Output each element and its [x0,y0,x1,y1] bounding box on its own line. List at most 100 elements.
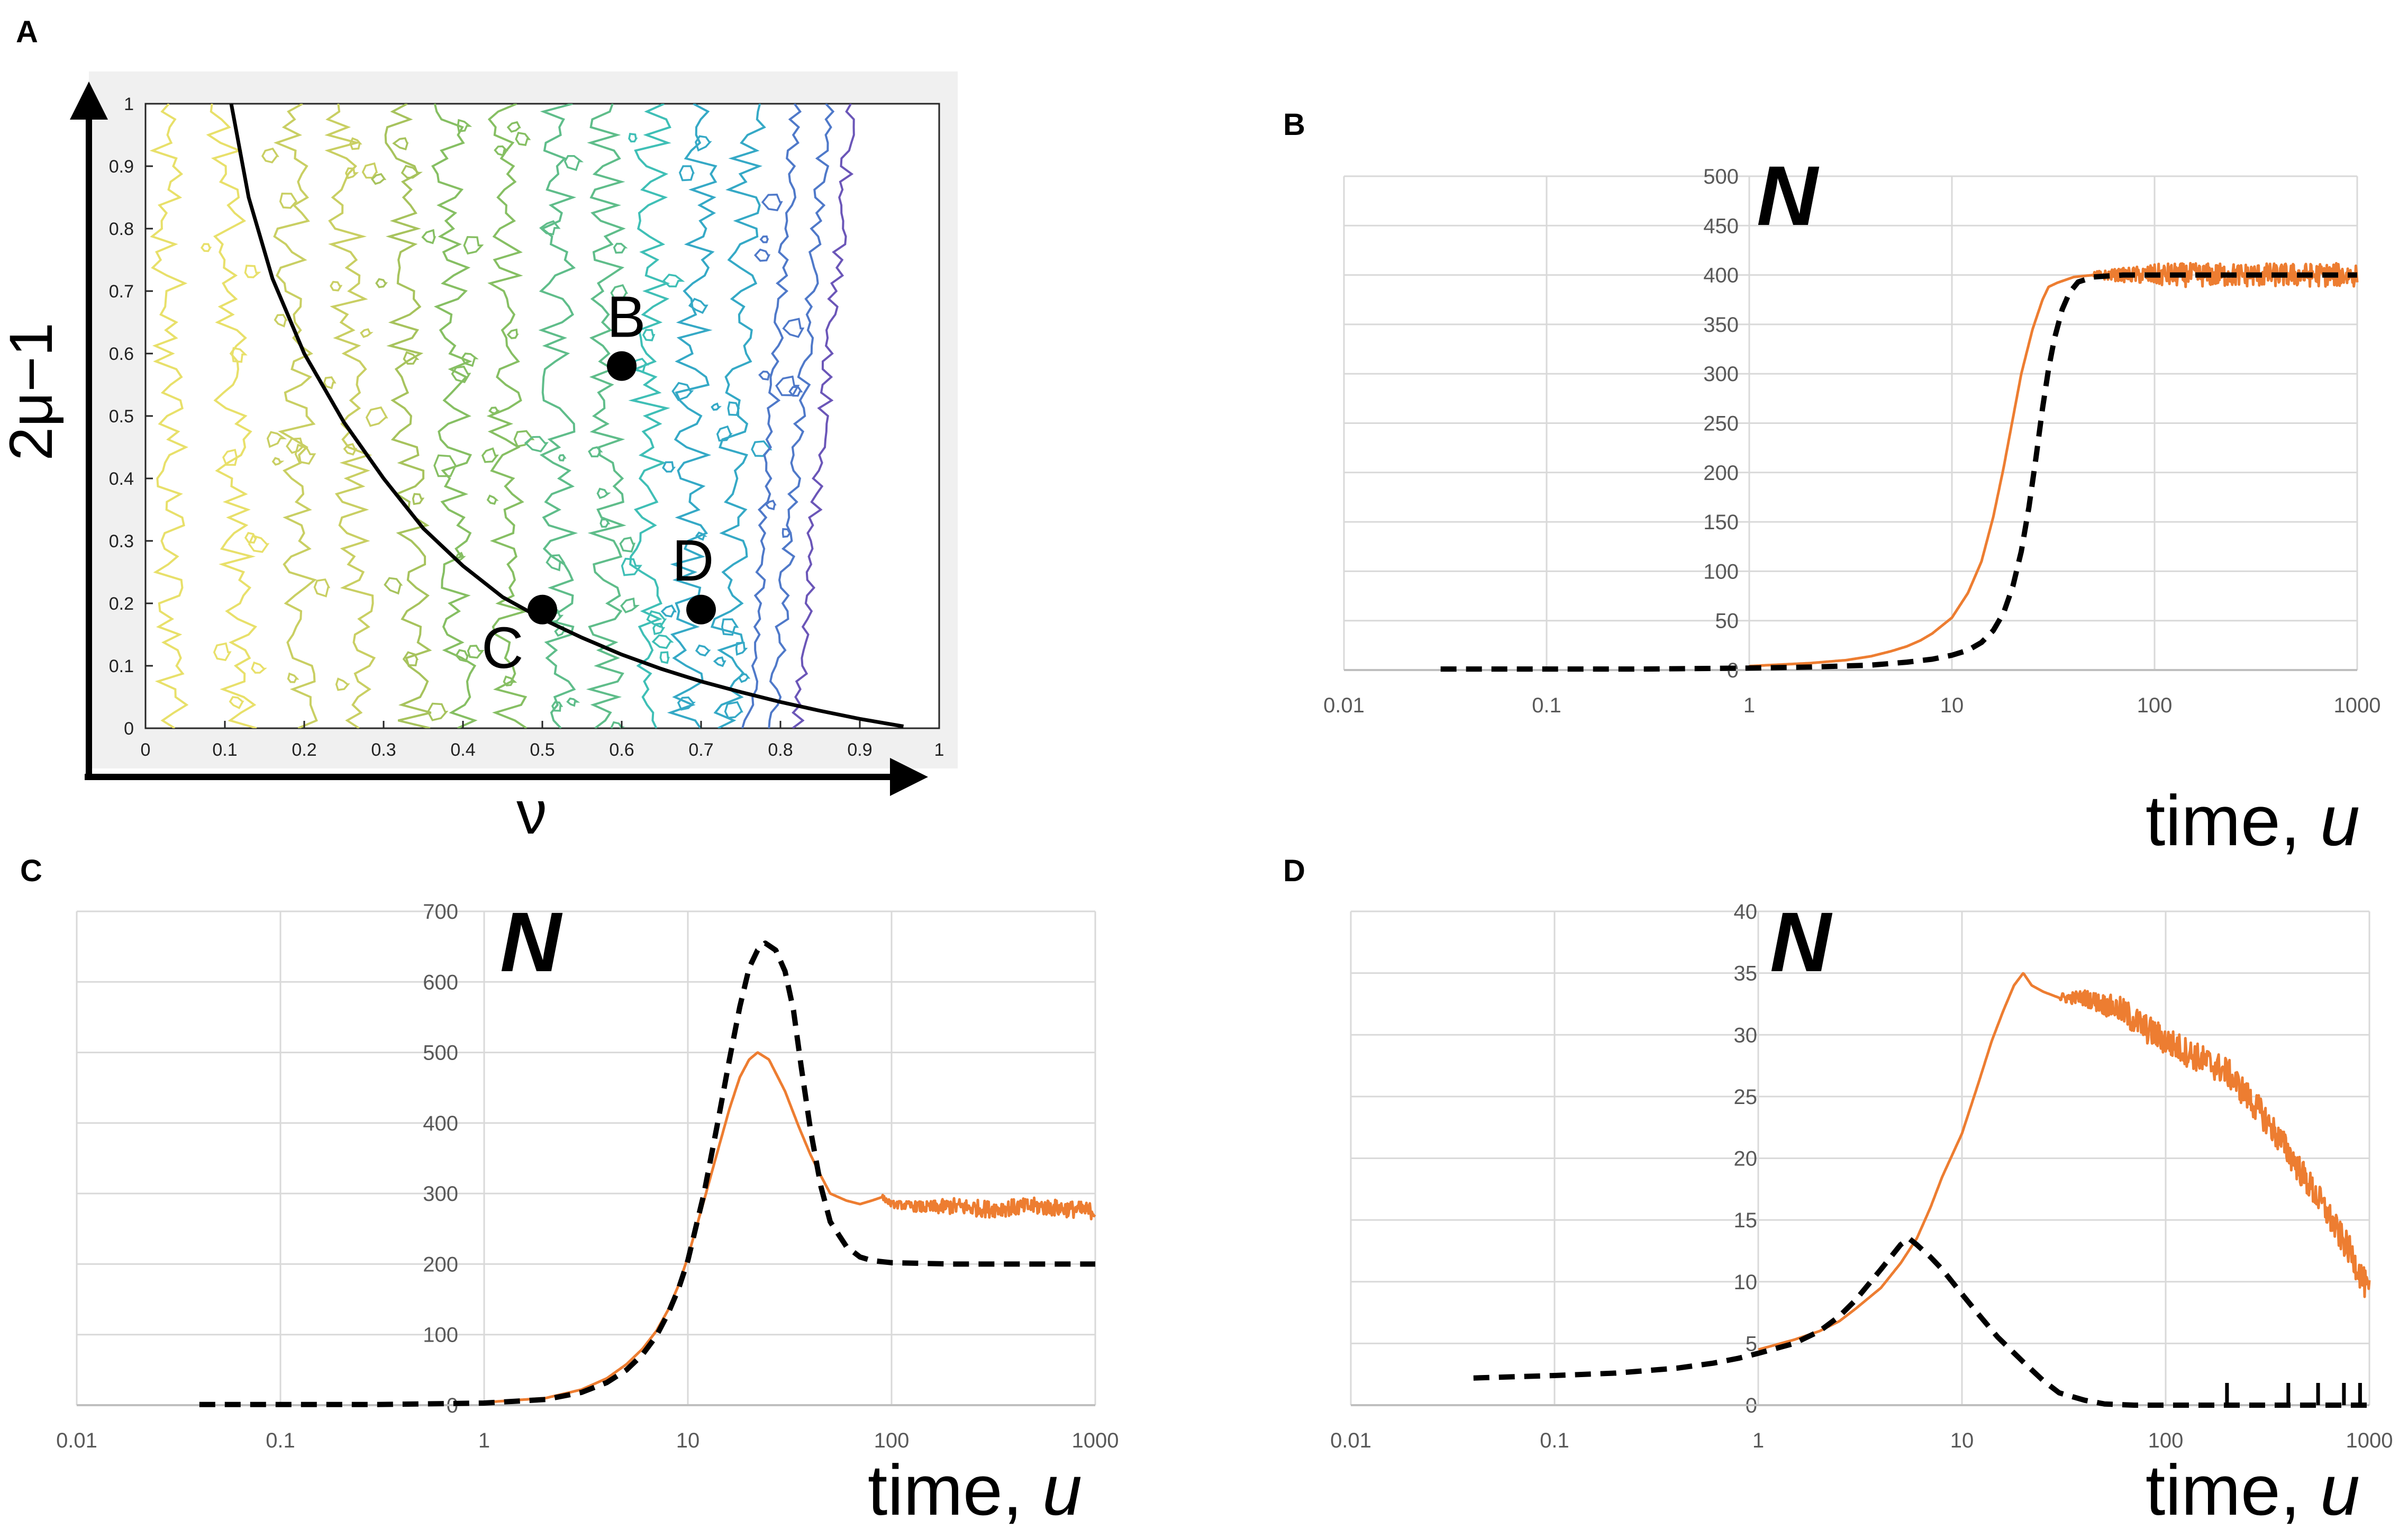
point-label-b: B [607,285,646,350]
a-y-axis-label: 2μ−1 [0,322,65,460]
c-y-tick-label: 400 [423,1112,458,1135]
panel-c-x-title: time, u [868,1450,1082,1530]
contour-loop [694,135,712,152]
b-series-model [1440,272,2357,672]
b-x-tick-label: 100 [2137,694,2173,717]
panel-d-letter: D [1283,854,1305,888]
contour-loop [392,137,409,151]
c-y-tick-label: 100 [423,1324,458,1347]
contour-loop [271,457,285,466]
contour-loop [713,656,726,667]
panel-c-chart: 0.010.111010010000100200300400500600700 [56,900,1119,1452]
contour-loop [782,318,805,338]
contour-loop [551,701,564,712]
b-y-tick-label: 400 [1703,264,1739,287]
b-series-simulation [1748,261,2359,667]
a-x-axis-label: ν [516,779,547,847]
contour-loop [695,531,707,541]
panel-b-n-label: N [1757,148,1820,243]
contour-loop [564,155,584,171]
panel-c-x-title-var: u [1042,1450,1082,1530]
contour-loop [294,444,316,465]
contour-loop [455,551,466,562]
a-x-tick-label: 0.6 [609,740,634,760]
a-y-tick-label: 0.7 [109,282,134,302]
contour-loop [753,248,771,262]
d-y-tick-label: 35 [1734,962,1758,985]
c-x-tick-label: 0.01 [56,1429,97,1452]
contour-loop [251,661,267,674]
contour-loop [566,697,580,707]
a-y-tick-label: 0.6 [109,344,134,364]
contour-loop [244,265,261,278]
contour-loop [610,721,625,728]
contour-line [667,104,717,728]
d-x-tick-label: 1000 [2346,1429,2393,1452]
contour-loop [313,578,331,598]
point-label-c: C [481,616,523,681]
contour-loop [343,443,358,456]
a-x-tick-label: 1 [934,740,944,760]
contour-loop [461,352,479,367]
contour-loop [231,347,248,363]
d-y-tick-label: 5 [1746,1332,1757,1355]
b-y-tick-label: 500 [1703,165,1739,188]
contour-loop [716,425,733,442]
d-y-tick-label: 15 [1734,1209,1758,1232]
contour-loop [506,121,521,133]
contour-loop [651,634,674,649]
a-x-tick-label: 0.4 [450,740,475,760]
contour-loop [735,641,748,656]
contour-loop [758,370,772,381]
b-y-tick-label: 350 [1703,313,1739,337]
b-y-tick-label: 250 [1703,412,1739,436]
contour-line [149,104,189,728]
b-x-tick-label: 0.01 [1323,694,1365,717]
contour-loop [688,297,708,314]
a-y-tick-label: 0.9 [109,157,134,177]
b-x-tick-label: 1 [1743,694,1755,717]
a-x-tick-label: 0 [141,740,151,760]
panel-c-letter: C [20,854,42,888]
panel-b-letter: B [1283,107,1305,142]
b-y-tick-label: 300 [1703,363,1739,386]
contour-loop [261,147,279,164]
contour-loop [524,436,549,453]
a-y-tick-label: 0.2 [109,594,134,614]
d-x-tick-label: 0.01 [1330,1429,1371,1452]
contour-loop [610,284,629,301]
contour-loop [503,675,517,686]
contour-loop [402,651,419,667]
c-y-tick-label: 200 [423,1253,458,1276]
contour-line [792,104,855,728]
d-y-tick-label: 10 [1734,1271,1758,1294]
contour-loop [349,137,362,150]
contour-loop [286,437,306,454]
contour-loop [662,274,685,287]
contour-loop [724,701,743,719]
contour-loop [384,577,403,595]
contour-loop [433,454,458,477]
a-y-tick-label: 0 [124,719,134,739]
contour-loop [426,702,449,721]
contour-loop [721,618,739,636]
contour-line [538,104,578,728]
panel-c-n-label: N [500,894,563,989]
contour-loop [539,220,561,236]
contour-loop [506,328,519,339]
contour-line [273,104,318,728]
contour-loop [620,598,640,613]
contour-loop [588,446,603,458]
contour-loop [481,447,499,463]
point-c [528,594,557,625]
b-y-tick-label: 50 [1715,610,1739,633]
panel-b-x-title-prefix: time, [2146,781,2320,861]
contour-loop [401,165,423,179]
point-label-d: D [672,528,714,593]
contour-loop [558,454,567,462]
contour-loop [222,449,238,466]
c-x-tick-label: 10 [676,1429,700,1452]
contour-loop [628,132,638,143]
b-y-tick-label: 200 [1703,462,1739,485]
panel-b-chart: 0.010.1110100100005010015020025030035040… [1323,165,2380,717]
